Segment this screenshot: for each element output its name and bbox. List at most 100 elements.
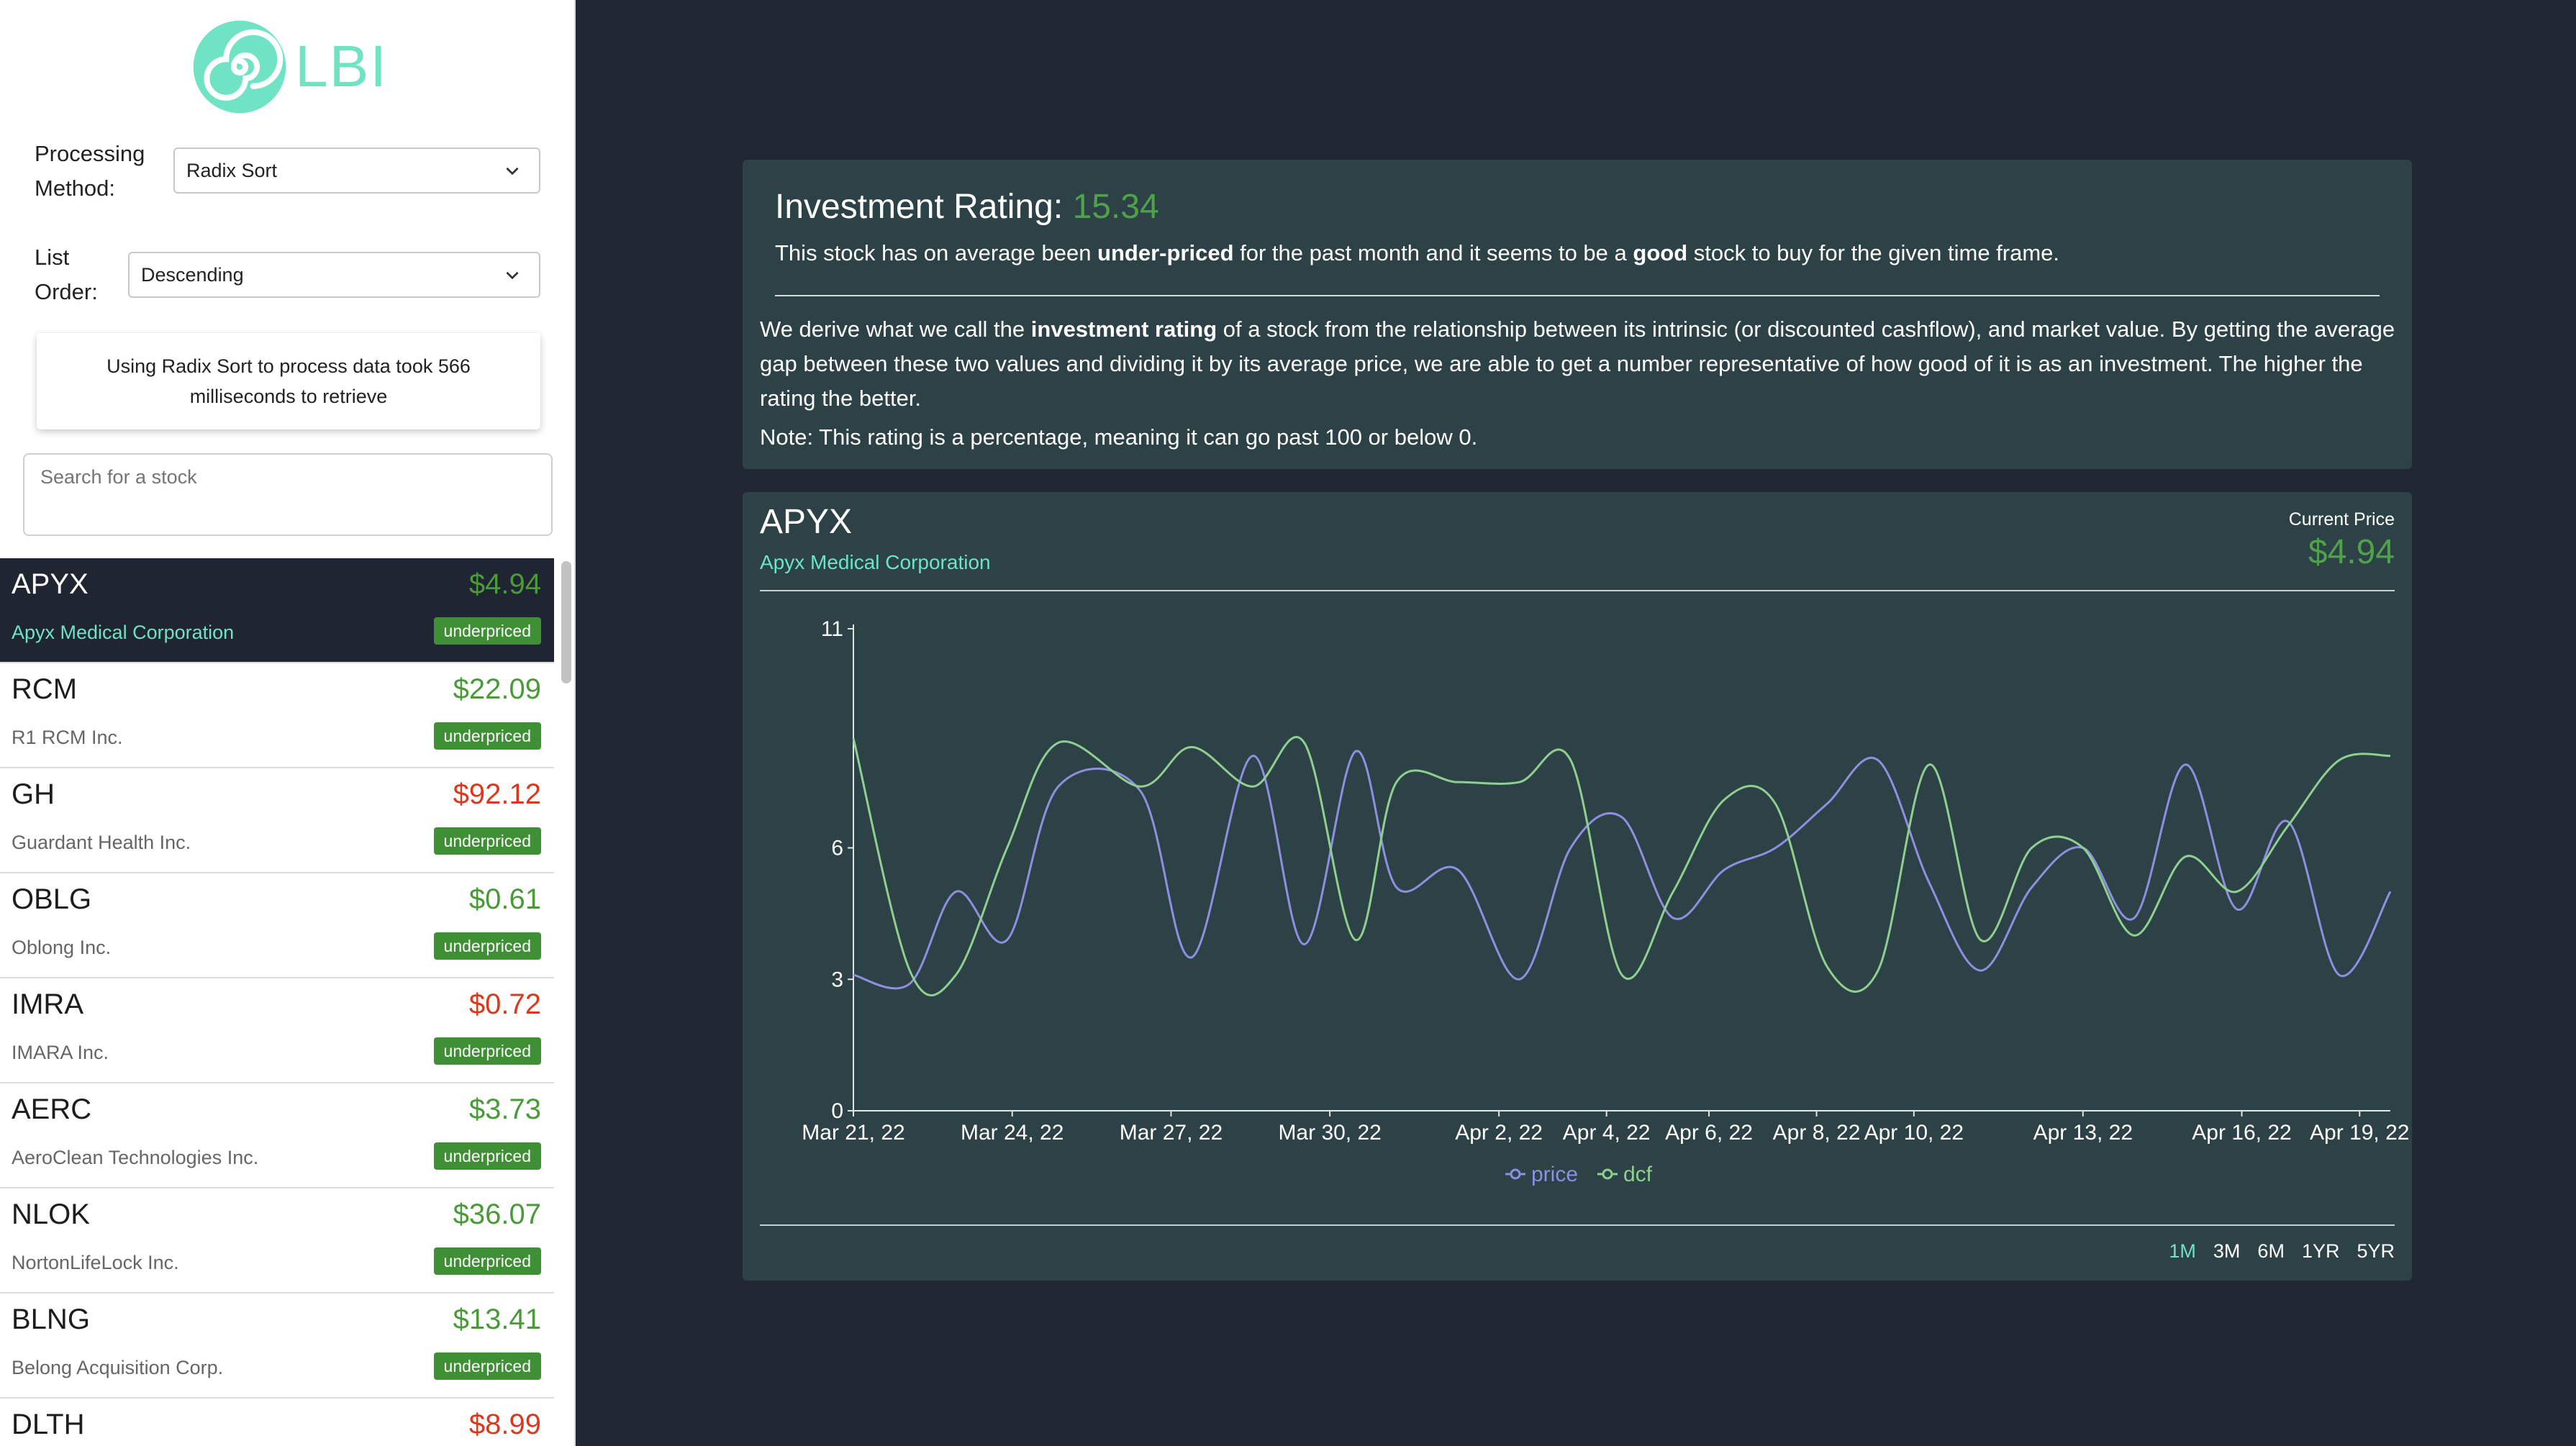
order-label-line2: Order: — [35, 279, 98, 304]
stock-list-item[interactable]: NLOK $36.07 NortonLifeLock Inc. underpriced — [0, 1188, 554, 1293]
stock-list-item[interactable]: IMRA $0.72 IMARA Inc. underpriced — [0, 978, 554, 1083]
x-tick-label: Apr 16, 22 — [2192, 1121, 2291, 1145]
rating-summary-bold: good — [1633, 240, 1688, 265]
processing-method-value: Radix Sort — [186, 159, 278, 181]
rating-description: We derive what we call the investment ra… — [760, 312, 2400, 416]
investment-rating-title: Investment Rating: 15.34 — [775, 187, 1159, 227]
stock-company-name: AeroClean Technologies Inc. — [12, 1147, 259, 1168]
app-logo[interactable]: LBI — [191, 19, 388, 115]
chevron-down-icon — [506, 271, 519, 280]
stock-company-name: NortonLifeLock Inc. — [12, 1252, 179, 1273]
rating-desc-bold: investment rating — [1030, 317, 1217, 342]
stock-list-item[interactable]: DLTH $8.99 — [0, 1399, 554, 1446]
legend-label-dcf: dcf — [1623, 1163, 1653, 1186]
stock-list-item[interactable]: OBLG $0.61 Oblong Inc. underpriced — [0, 873, 554, 978]
status-badge: underpriced — [433, 932, 541, 960]
stock-price: $4.94 — [468, 568, 541, 600]
stock-ticker: BLNG — [12, 1304, 90, 1335]
rating-summary-part: for the past month and it seems to be a — [1233, 240, 1633, 265]
status-badge: underpriced — [433, 617, 541, 645]
stock-price: $8.99 — [468, 1409, 541, 1440]
investment-rating-panel: Investment Rating: 15.34 This stock has … — [743, 160, 2412, 469]
stock-price: $0.61 — [468, 883, 541, 915]
stock-price: $0.72 — [468, 988, 541, 1020]
stock-ticker: AERC — [12, 1093, 92, 1125]
series-line-price — [853, 750, 2392, 990]
stock-list-item[interactable]: BLNG $13.41 Belong Acquisition Corp. underp… — [0, 1293, 554, 1399]
stock-company-name: R1 RCM Inc. — [12, 727, 123, 748]
rating-desc-part: We derive what we call the — [760, 317, 1031, 342]
stock-price: $92.12 — [453, 778, 541, 810]
stock-list-item[interactable]: APYX $4.94 Apyx Medical Corporation underpr… — [0, 558, 554, 663]
series-line-dcf — [852, 735, 2391, 996]
processing-label-line1: Processing — [35, 141, 145, 166]
stock-ticker: OBLG — [12, 883, 92, 915]
x-tick-label: Apr 6, 22 — [1665, 1121, 1753, 1145]
chart-ticker: APYX — [760, 503, 853, 541]
logo-text: LBI — [295, 34, 389, 99]
y-tick-label: 0 — [831, 1099, 843, 1123]
chevron-down-icon — [506, 167, 519, 176]
y-tick-label: 11 — [821, 617, 843, 641]
y-tick-label: 3 — [831, 968, 843, 991]
list-order-select[interactable]: Descending — [128, 252, 540, 298]
stock-price: $3.73 — [468, 1093, 541, 1125]
price-dcf-line-chart: 0 3 6 11 Mar 21, 22 Mar 24, 22 Mar 27, 22 Mar 3… — [802, 617, 2409, 1186]
rating-value: 15.34 — [1072, 188, 1159, 226]
status-badge: underpriced — [433, 1352, 541, 1380]
range-tab-5yr[interactable]: 5YR — [2357, 1240, 2395, 1262]
stock-company-name: Apyx Medical Corporation — [12, 622, 235, 643]
stock-company-name: IMARA Inc. — [12, 1042, 109, 1063]
legend-marker-price — [1510, 1168, 1521, 1180]
current-price-value: $4.94 — [2308, 533, 2395, 571]
status-badge: underpriced — [433, 722, 541, 750]
price-chart-panel: APYX Apyx Medical Corporation Current Pr… — [743, 492, 2412, 1281]
x-tick-label: Apr 13, 22 — [2033, 1121, 2133, 1145]
processing-method-label: Processing Method: — [35, 137, 145, 206]
stock-list-item[interactable]: AERC $3.73 AeroClean Technologies Inc. unde… — [0, 1083, 554, 1188]
stock-search-input[interactable] — [23, 453, 553, 536]
spiral-logo-icon — [193, 20, 286, 114]
sidebar: LBI Processing Method: Radix Sort List O… — [0, 0, 576, 1446]
rating-summary-part: stock to buy for the given time frame. — [1687, 240, 2060, 265]
stock-ticker: GH — [12, 778, 55, 810]
rating-title-label: Investment Rating: — [775, 188, 1073, 226]
current-price-label: Current Price — [2288, 509, 2395, 529]
time-range-tabs: 1M 3M 6M 1YR 5YR — [2169, 1240, 2395, 1263]
x-tick-label: Mar 24, 22 — [961, 1121, 1063, 1145]
processing-label-line2: Method: — [35, 176, 116, 201]
x-tick-label: Apr 2, 22 — [1455, 1121, 1543, 1145]
processing-time-text: Using Radix Sort to process data took 56… — [106, 355, 471, 407]
x-tick-label: Apr 8, 22 — [1773, 1121, 1861, 1145]
stock-price: $22.09 — [453, 673, 541, 705]
chart-company-name: Apyx Medical Corporation — [760, 551, 991, 573]
x-tick-label: Mar 21, 22 — [802, 1121, 904, 1145]
processing-method-select[interactable]: Radix Sort — [173, 147, 540, 194]
stock-ticker: DLTH — [12, 1409, 85, 1440]
stock-ticker: APYX — [12, 568, 89, 600]
x-tick-label: Mar 27, 22 — [1120, 1121, 1223, 1145]
chart-header-divider — [760, 590, 2395, 591]
stock-company-name: Belong Acquisition Corp. — [12, 1357, 224, 1378]
list-order-label: List Order: — [35, 240, 98, 309]
stock-list: APYX $4.94 Apyx Medical Corporation underpr… — [0, 558, 554, 1446]
status-badge: underpriced — [433, 827, 541, 855]
range-tab-1yr[interactable]: 1YR — [2301, 1240, 2340, 1262]
stock-company-name: Oblong Inc. — [12, 937, 112, 958]
rating-desc-part: of a stock from the relationship between… — [760, 317, 2395, 411]
stock-list-item[interactable]: GH $92.12 Guardant Health Inc. underpriced — [0, 768, 554, 873]
stock-price: $13.41 — [453, 1304, 541, 1335]
x-tick-label: Apr 19, 22 — [2310, 1121, 2409, 1145]
range-tab-6m[interactable]: 6M — [2257, 1240, 2285, 1262]
legend-marker-dcf — [1602, 1168, 1613, 1180]
stock-ticker: RCM — [12, 673, 78, 705]
sidebar-scrollbar[interactable] — [561, 561, 571, 683]
x-tick-label: Apr 4, 22 — [1563, 1121, 1651, 1145]
x-tick-label: Mar 30, 22 — [1278, 1121, 1381, 1145]
stock-ticker: IMRA — [12, 988, 83, 1020]
range-tab-1m[interactable]: 1M — [2169, 1240, 2196, 1262]
range-tab-3m[interactable]: 3M — [2213, 1240, 2241, 1262]
stock-list-item[interactable]: RCM $22.09 R1 RCM Inc. underpriced — [0, 663, 554, 768]
rating-divider — [775, 295, 2380, 296]
status-badge: underpriced — [433, 1247, 541, 1275]
